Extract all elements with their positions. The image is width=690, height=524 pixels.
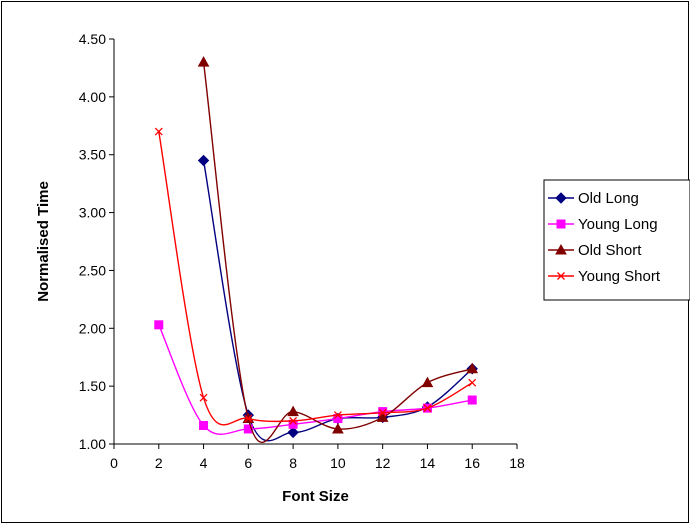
- y-tick-label: 4.00: [79, 89, 106, 105]
- data-point-young-long: [243, 424, 253, 434]
- data-point-young-long: [467, 395, 477, 405]
- y-tick-label: 2.50: [79, 262, 106, 278]
- data-point-old-short: [466, 362, 479, 374]
- x-tick-label: 6: [244, 455, 252, 471]
- x-tick-label: 8: [289, 455, 297, 471]
- data-point-old-short: [287, 405, 299, 417]
- x-marker-stroke: [557, 272, 565, 280]
- x-tick-label: 0: [110, 455, 118, 471]
- legend-item-young-long: Young Long: [548, 216, 658, 233]
- legend-label-old-short: Old Short: [578, 242, 642, 259]
- y-tick-label: 4.50: [79, 31, 106, 47]
- data-point-young-short: [378, 408, 387, 417]
- data-point-young-long: [154, 320, 164, 330]
- x-marker-stroke: [423, 404, 432, 413]
- x-marker-stroke: [378, 408, 387, 417]
- x-tick-label: 4: [200, 455, 208, 471]
- x-tick-label: 12: [375, 455, 391, 471]
- y-axis-title: Normalised Time: [35, 181, 52, 302]
- series-layer: [154, 56, 479, 443]
- data-point-young-short: [244, 414, 253, 423]
- data-point-young-short: [199, 393, 208, 402]
- x-marker-stroke: [289, 416, 298, 425]
- x-marker-stroke: [333, 411, 342, 420]
- x-marker-stroke: [199, 393, 208, 402]
- legend-label-young-short: Young Short: [578, 268, 661, 285]
- x-tick-label: 2: [155, 455, 163, 471]
- data-point-old-short: [332, 422, 344, 434]
- legend-item-old-long: Old Long: [548, 190, 639, 207]
- data-point-young-short: [468, 378, 477, 387]
- series-young-long: [154, 320, 477, 435]
- legend-label-young-long: Young Long: [578, 216, 658, 233]
- x-marker-stroke: [154, 127, 163, 136]
- axes: 1.00 1.50 2.00 2.50 3.00 3.50 4.00 4.50 0 2 4 6 8 10 1…: [79, 31, 525, 471]
- legend-item-young-short: Young Short: [548, 268, 661, 285]
- series-old-long: [197, 154, 478, 442]
- x-tick-label: 14: [420, 455, 436, 471]
- data-point-young-short: [289, 416, 298, 425]
- y-tick-label: 1.50: [79, 378, 106, 394]
- legend-item-old-short: Old Short: [548, 242, 642, 259]
- x-marker-stroke: [468, 378, 477, 387]
- legend-marker-young-short: [557, 272, 565, 280]
- data-point-old-short: [197, 56, 210, 67]
- x-tick-label: 10: [330, 455, 346, 471]
- data-point-old-short: [421, 376, 434, 388]
- data-point-old-long: [287, 426, 299, 439]
- x-tick-label: 18: [509, 455, 525, 471]
- legend-marker-old-short: [555, 243, 567, 255]
- legend-marker-young-long: [556, 219, 566, 229]
- series-line-old-short: [202, 62, 473, 443]
- y-tick-label: 3.00: [79, 205, 106, 221]
- x-axis-title: Font Size: [282, 488, 349, 505]
- data-point-young-long: [199, 420, 209, 430]
- legend-marker-old-long: [555, 192, 567, 204]
- data-point-young-short: [423, 404, 432, 413]
- legend-box: [543, 179, 690, 301]
- series-young-short: [154, 127, 477, 426]
- data-point-old-short: [376, 411, 389, 422]
- data-point-young-short: [154, 127, 163, 136]
- legend-label-old-long: Old Long: [578, 190, 639, 207]
- x-tick-label: 16: [464, 455, 480, 471]
- data-point-young-short: [333, 411, 342, 420]
- data-point-old-long: [197, 154, 210, 167]
- y-tick-label: 2.00: [79, 320, 106, 336]
- legend: Old Long Young Long Old Short Young Short: [543, 179, 690, 301]
- y-tick-label: 1.00: [79, 436, 106, 452]
- y-tick-label: 3.50: [79, 147, 106, 163]
- x-marker-stroke: [244, 414, 253, 423]
